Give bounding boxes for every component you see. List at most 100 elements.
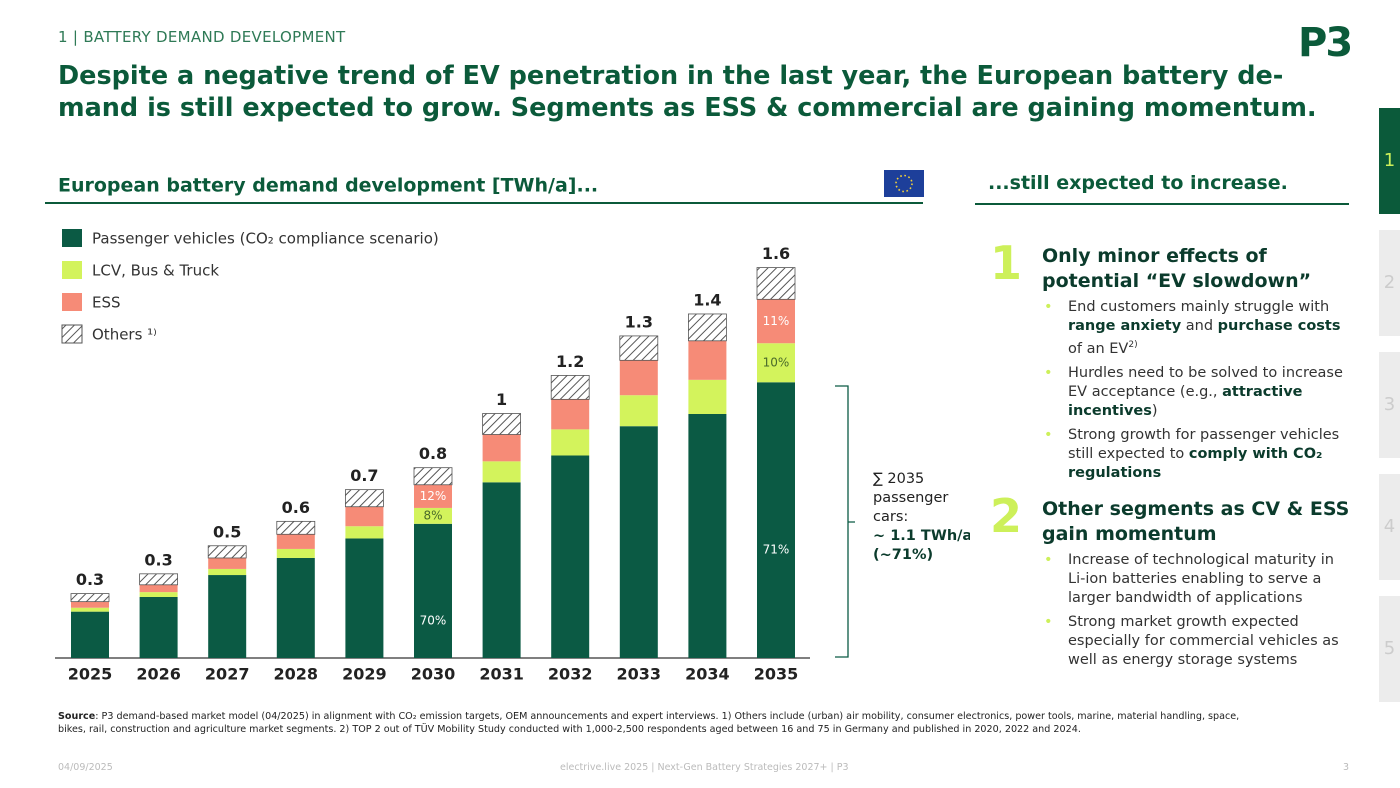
- bar-segment: [414, 484, 452, 508]
- bullet-text: of an EV: [1068, 340, 1129, 357]
- total-label: 1.6: [762, 244, 790, 263]
- bar-segment: [139, 584, 178, 593]
- bar-segment: [551, 429, 590, 456]
- bar-segment: [344, 489, 384, 508]
- footer-event: electrive.live 2025 | Next-Gen Battery S…: [560, 762, 849, 773]
- footnote: Source: P3 demand-based market model (04…: [58, 710, 1239, 736]
- bullet-list: End customers mainly struggle with range…: [1042, 298, 1350, 483]
- value-label: 70%: [420, 613, 447, 627]
- bar-segment: [414, 507, 452, 524]
- section-tab: 3: [1379, 352, 1400, 458]
- bar-segment: [413, 467, 453, 486]
- total-label: 1: [496, 390, 507, 409]
- total-label: 1.3: [625, 312, 653, 331]
- footnote-line: bikes, rail, construction and agricultur…: [58, 724, 1081, 735]
- annotation-line: ~ 1.1 TWh/a: [873, 528, 970, 544]
- point: 1 Only minor effects of potential “EV slo…: [990, 236, 1350, 488]
- bar-segment: [482, 434, 521, 462]
- bullet-text: Increase of technological maturity in Li…: [1068, 552, 1334, 606]
- footnote-label: Source: [58, 711, 96, 722]
- bar-segment: [139, 573, 179, 586]
- point-heading: Only minor effects of potential “EV slow…: [1042, 245, 1312, 292]
- bar-segment: [757, 382, 795, 658]
- bar-segment: [276, 548, 315, 558]
- x-tick-label: 2027: [205, 665, 250, 684]
- bar-segment: [688, 379, 727, 414]
- bullet-text: 2): [1128, 340, 1138, 350]
- bullet-text: ): [1151, 402, 1158, 419]
- legend-swatch: [62, 293, 82, 311]
- annotation-line: ∑ 2035: [873, 471, 924, 487]
- x-tick-label: 2031: [479, 665, 524, 684]
- bar-segment: [71, 601, 109, 608]
- bar-segment: [208, 557, 247, 569]
- bar-segment: [276, 534, 315, 549]
- footnote-line: Source: P3 demand-based market model (04…: [58, 710, 1239, 723]
- x-tick-label: 2035: [754, 665, 799, 684]
- bar-segment: [71, 607, 109, 612]
- value-label: 71%: [763, 543, 790, 557]
- bar-segment: [619, 360, 658, 396]
- bar-segment: [757, 299, 795, 344]
- bar-segment: [139, 592, 178, 597]
- bar-segment: [482, 482, 521, 658]
- title-line: Despite a negative trend of EV penetrati…: [58, 61, 1284, 91]
- bullet-text: Strong market growth expected especially…: [1068, 614, 1339, 668]
- bullet-list: Increase of technological maturity in Li…: [1042, 551, 1350, 670]
- bar-segment: [208, 575, 247, 658]
- chart-title: European battery demand development [TWh…: [58, 175, 598, 197]
- section-tab: 1: [1379, 108, 1400, 214]
- bar-segment: [482, 413, 522, 435]
- bullet-text: purchase costs: [1217, 318, 1341, 334]
- bar-segment: [757, 343, 795, 383]
- bracket: [835, 385, 855, 658]
- x-tick-label: 2026: [136, 665, 181, 684]
- legend-label: LCV, Bus & Truck: [92, 262, 219, 280]
- x-tick-label: 2025: [68, 665, 113, 684]
- point: 2 Other segments as CV & ESS gain momentu…: [990, 489, 1350, 675]
- bar-segment: [619, 395, 658, 427]
- bar-segment: [276, 557, 315, 658]
- total-label: 1.2: [556, 352, 584, 371]
- annotation-line: (~71%): [873, 547, 933, 563]
- bar-segment: [208, 568, 247, 576]
- bar-segment: [619, 426, 658, 658]
- x-tick-label: 2032: [548, 665, 593, 684]
- bar-segment: [414, 523, 452, 658]
- bar-segment: [345, 526, 384, 539]
- bullet-text: Hurdles need to be solved to increase EV…: [1068, 364, 1343, 400]
- bar-segment: [688, 313, 727, 342]
- point-number: 1: [990, 236, 1023, 290]
- bullet: Hurdles need to be solved to increase EV…: [1042, 364, 1350, 421]
- value-label: 12%: [420, 489, 447, 503]
- section-label: 1 | BATTERY DEMAND DEVELOPMENT: [58, 28, 346, 46]
- bullet: Strong growth for passenger vehicles sti…: [1042, 426, 1350, 483]
- total-label: 1.4: [693, 290, 721, 309]
- section-tab: 2: [1379, 230, 1400, 336]
- bar-segment: [756, 267, 796, 300]
- x-tick-label: 2033: [617, 665, 662, 684]
- bullet: Strong market growth expected especially…: [1042, 613, 1350, 670]
- eu-flag: [884, 170, 924, 197]
- bar-segment: [551, 399, 590, 430]
- bullet-text: and: [1181, 318, 1218, 334]
- value-label: 10%: [763, 355, 790, 369]
- total-label: 0.7: [350, 466, 378, 485]
- bullet-text: attractive incentives: [1068, 383, 1303, 419]
- bullet: Increase of technological maturity in Li…: [1042, 551, 1350, 608]
- x-tick-label: 2029: [342, 665, 387, 684]
- title-rule: [975, 203, 1349, 205]
- bar-segment: [70, 593, 110, 603]
- legend-label: ESS: [92, 294, 121, 312]
- bullet-text: comply with CO₂ regulations: [1068, 445, 1323, 481]
- legend-swatch: [62, 261, 82, 279]
- bar-segment: [139, 597, 178, 658]
- bullet: End customers mainly struggle with range…: [1042, 298, 1350, 359]
- bar-segment: [276, 520, 316, 535]
- bar-segment: [550, 375, 590, 400]
- value-label: 8%: [423, 508, 442, 522]
- bar-segment: [482, 461, 521, 483]
- section-tab: 4: [1379, 474, 1400, 580]
- point-heading: Other segments as CV & ESS gain momentum: [1042, 498, 1350, 545]
